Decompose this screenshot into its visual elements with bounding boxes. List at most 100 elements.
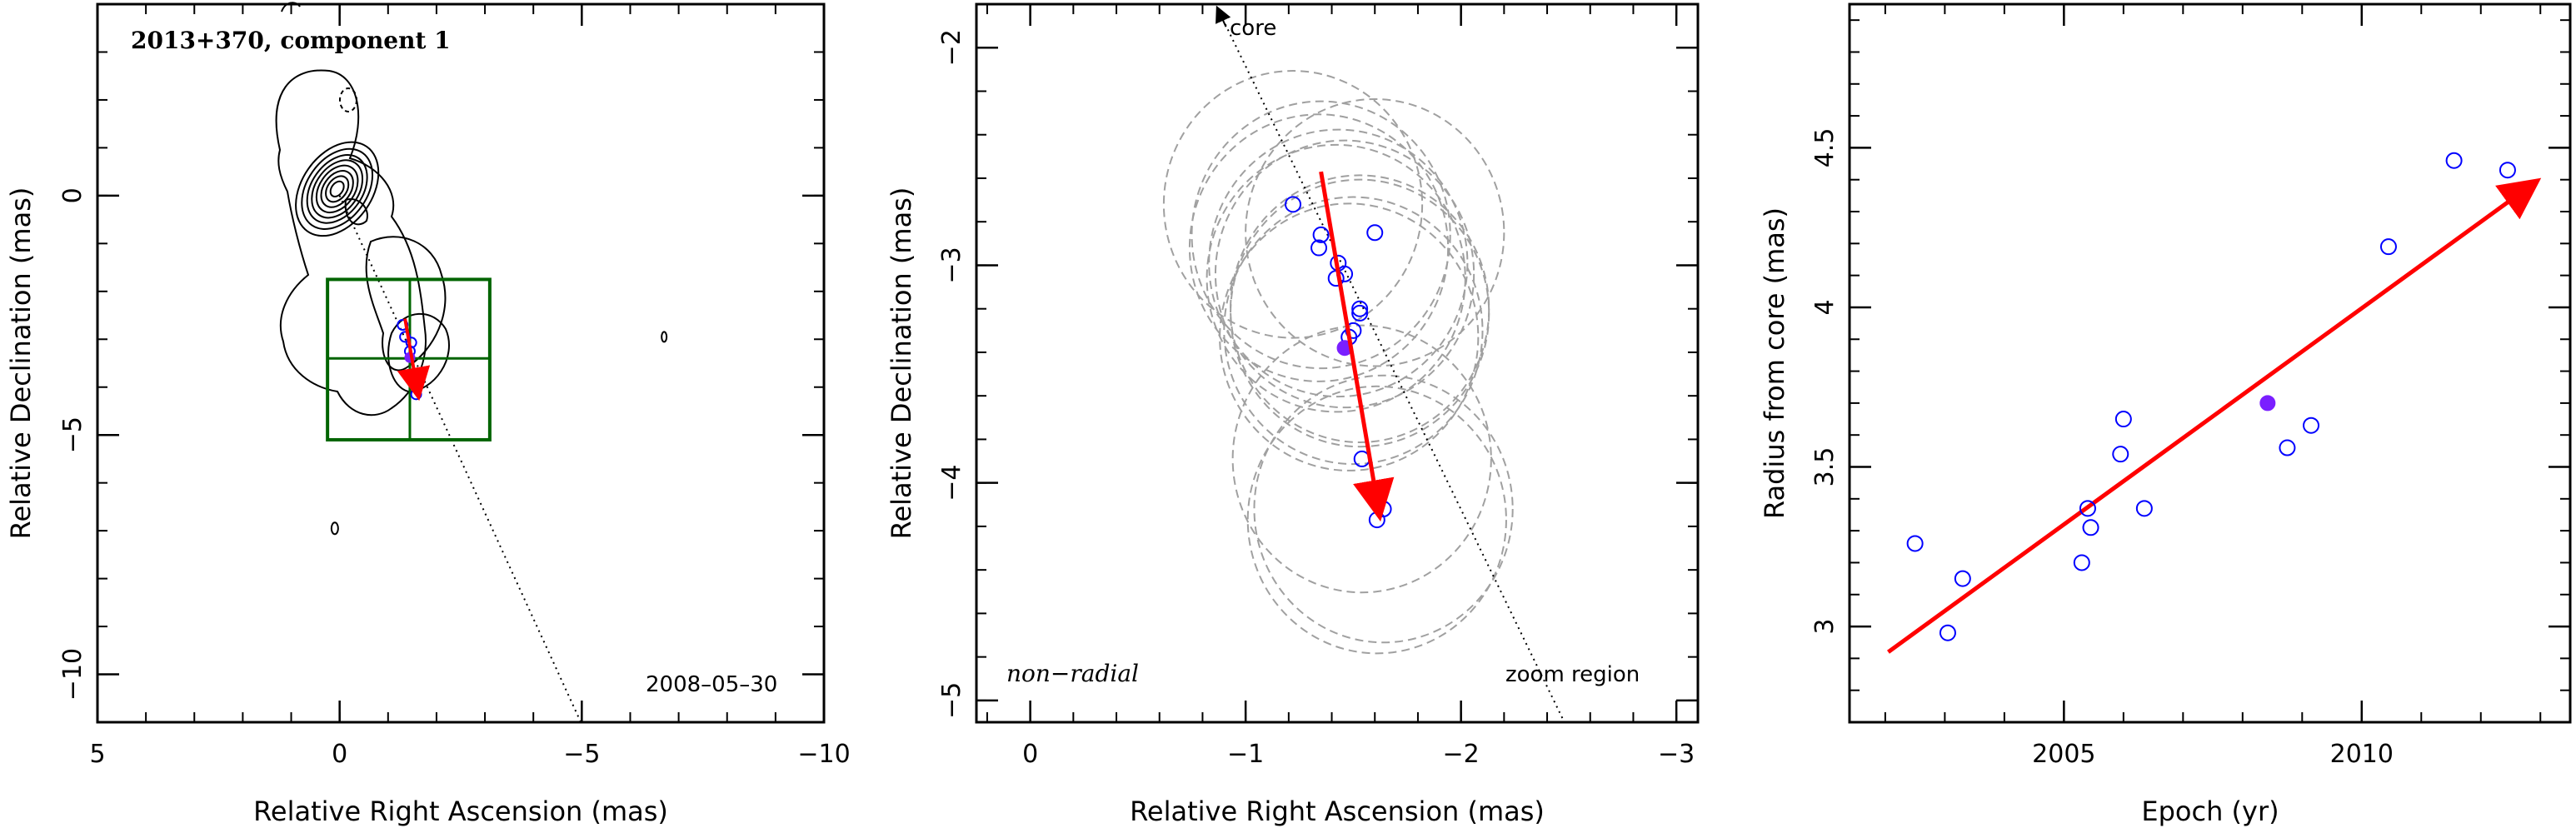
core-direction-arrow (1216, 5, 1231, 27)
x-tick-label: 0 (1022, 740, 1038, 769)
component-ellipse (1245, 97, 1505, 367)
data-point (1312, 226, 1330, 243)
panel-3-marks (1886, 152, 2542, 654)
panel-2-zoom-label: zoom region (1505, 662, 1640, 687)
x-tick-label: −3 (1658, 740, 1695, 769)
highlight-point (2259, 395, 2276, 412)
panel-3-ticks: 2005 2010 3 3.5 4 4.5 (1810, 4, 2570, 769)
jet-contour (387, 312, 450, 393)
core-contour (301, 147, 374, 230)
data-point (2114, 411, 2132, 428)
data-point (2112, 446, 2129, 463)
component-ellipse (1188, 113, 1450, 382)
y-tick-label: 0 (58, 187, 87, 203)
y-tick-label: 3.5 (1810, 447, 1840, 487)
data-point (2445, 152, 2463, 169)
data-point (2073, 554, 2090, 571)
x-tick-label: −10 (797, 740, 850, 769)
panel-1-title: 2013+370, component 1 (131, 27, 451, 54)
component-ellipse (1253, 374, 1514, 644)
data-point (2079, 500, 2096, 517)
y-tick-label: −4 (937, 465, 966, 501)
core-direction-line (338, 195, 582, 723)
data-point (1939, 624, 1956, 641)
y-tick-label: −10 (58, 648, 87, 701)
y-tick-label: 3 (1810, 619, 1840, 635)
panel-2-core-label: core (1230, 16, 1276, 41)
y-tick-label: −3 (937, 247, 966, 283)
component-ellipse (1162, 70, 1424, 339)
panel-1-x-axis-title: Relative Right Ascension (mas) (253, 796, 668, 827)
panel-2-ticks: 0 −1 −2 −3 −2 −3 −4 −5 (937, 3, 1698, 769)
data-point (1368, 511, 1385, 529)
data-point (1366, 224, 1384, 242)
panel-2-component-ellipses (1162, 70, 1514, 655)
panel-1-frame (96, 2, 826, 724)
panel-1-y-axis-title: Relative Declination (mas) (5, 187, 37, 540)
component-ellipse (1230, 178, 1490, 448)
panel-2-x-axis-title: Relative Right Ascension (mas) (1130, 796, 1545, 827)
x-tick-label: −1 (1227, 740, 1264, 769)
panel-3-frame (1848, 2, 2572, 724)
motion-arrow (397, 318, 431, 402)
core-contour (320, 170, 354, 208)
x-tick-label: 2005 (2032, 740, 2095, 769)
data-point (2279, 439, 2296, 456)
data-point (2082, 519, 2099, 536)
y-tick-label: −2 (937, 29, 966, 66)
data-point (1954, 570, 1971, 587)
core-direction-line (1216, 7, 1565, 723)
data-point (1906, 535, 1924, 552)
data-point (1285, 196, 1302, 213)
motion-arrow (1319, 171, 1395, 522)
data-point (2135, 500, 2153, 517)
component-ellipse (1223, 196, 1484, 466)
y-tick-label: 4 (1810, 299, 1840, 315)
panel-2-y-axis-title: Relative Declination (mas) (886, 187, 917, 540)
panel-1-contour-map: 5 0 −5 −10 0 −5 −10 2013+370, component 1 2008… (5, 2, 851, 827)
field-contour (661, 331, 668, 343)
core-contour (306, 154, 368, 224)
panel-1-contours (275, 2, 668, 536)
panel-2-marks (1216, 5, 1565, 723)
core-contour (329, 180, 345, 197)
jet-contour (281, 2, 301, 12)
panel-1-marks (326, 195, 582, 723)
panel-3-x-axis-title: Epoch (yr) (2141, 796, 2279, 827)
component-ellipse (1208, 128, 1469, 398)
x-tick-label: 5 (89, 740, 105, 769)
y-tick-label: −5 (58, 416, 87, 453)
component-ellipse (1214, 139, 1475, 409)
jet-contour (344, 198, 368, 226)
panel-1-ticks: 5 0 −5 −10 0 −5 −10 (58, 3, 851, 769)
x-tick-label: −2 (1443, 740, 1480, 769)
y-tick-label: 4.5 (1810, 128, 1840, 168)
jet-contour (275, 69, 427, 416)
panel-1-epoch-label: 2008–05–30 (646, 672, 777, 697)
data-point (1310, 239, 1328, 257)
data-point (2499, 162, 2516, 179)
core-contour (325, 175, 350, 203)
component-ellipse (1246, 385, 1507, 655)
data-point (2379, 238, 2397, 256)
panel-3-radius-vs-epoch: 2005 2010 3 3.5 4 4.5 Epoch (yr) Radius from … (1759, 2, 2572, 827)
data-point (399, 331, 412, 343)
panel-3-y-axis-title: Radius from core (mas) (1759, 207, 1790, 519)
x-tick-label: −5 (563, 740, 600, 769)
field-contour (330, 521, 339, 536)
core-contour (311, 159, 364, 219)
y-tick-label: −5 (937, 682, 966, 719)
data-point (1351, 300, 1369, 317)
panel-2-motion-label: non−radial (1006, 660, 1139, 687)
data-point (1351, 304, 1369, 322)
data-point (2303, 416, 2320, 434)
panel-2-frame (975, 2, 1700, 724)
x-tick-label: 0 (332, 740, 347, 769)
fit-arrow (1886, 177, 2542, 654)
panel-2-zoom: 0 −1 −2 −3 −2 −3 −4 −5 core zoom region non−rad… (886, 2, 1700, 827)
component-ellipse (1191, 100, 1451, 370)
x-tick-label: 2010 (2330, 740, 2394, 769)
negative-contour (339, 87, 357, 112)
component-ellipse (1219, 202, 1480, 471)
